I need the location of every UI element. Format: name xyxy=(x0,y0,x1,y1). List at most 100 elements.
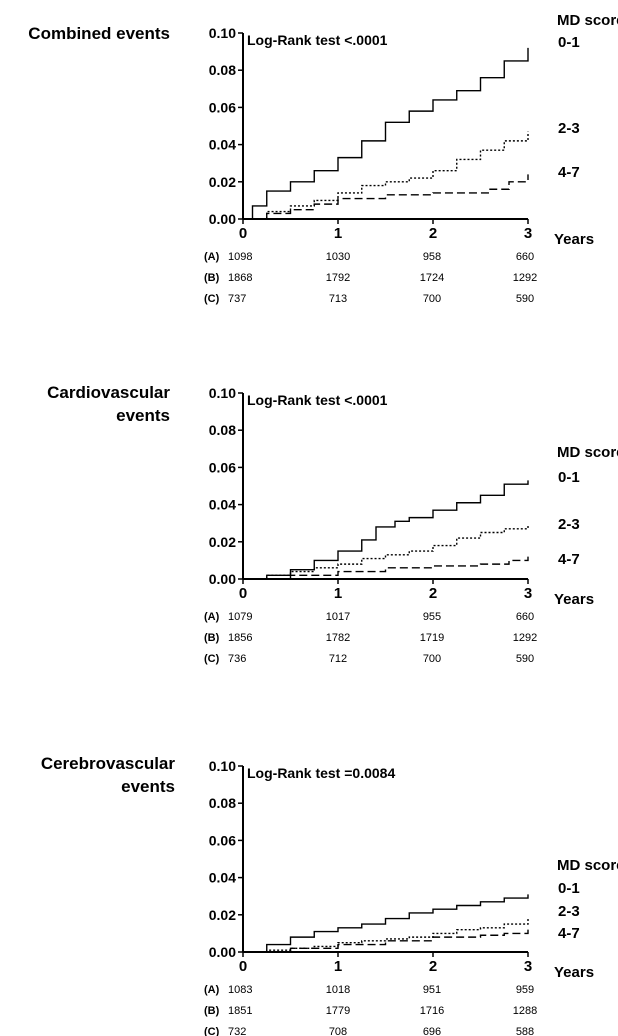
risk-group-label: (A) xyxy=(204,251,220,263)
legend-title: MD score xyxy=(557,444,618,461)
series-line-0-1 xyxy=(243,894,529,953)
risk-value: 1851 xyxy=(228,1005,252,1017)
series-line-4-7 xyxy=(243,174,529,220)
risk-value: 955 xyxy=(423,611,441,623)
risk-value: 1792 xyxy=(326,272,350,284)
x-tick-label: 0 xyxy=(239,225,247,242)
risk-value: 1724 xyxy=(420,272,444,284)
x-axis-label: Years xyxy=(554,964,594,981)
series-line-0-1 xyxy=(243,480,529,580)
log-rank-annotation: Log-Rank test =0.0084 xyxy=(247,765,395,781)
risk-value: 1292 xyxy=(513,632,537,644)
y-tick-label: 0.04 xyxy=(209,497,236,513)
y-tick-label: 0.00 xyxy=(209,571,236,587)
x-axis-label: Years xyxy=(554,231,594,248)
y-tick-label: 0.10 xyxy=(209,25,236,41)
legend-title: MD score xyxy=(557,12,618,29)
series-line-2-3 xyxy=(243,525,529,580)
risk-value: 737 xyxy=(228,293,246,305)
y-tick-label: 0.10 xyxy=(209,758,236,774)
risk-group-label: (B) xyxy=(204,272,220,284)
series-line-2-3 xyxy=(243,131,529,220)
risk-group-label: (A) xyxy=(204,984,220,996)
x-tick-label: 1 xyxy=(334,958,342,975)
x-axis-label: Years xyxy=(554,591,594,608)
panel-1: Combined events 0.00 0.02 0.04 0.06 0.08 0.10 0… xyxy=(28,12,618,305)
risk-value: 588 xyxy=(516,1026,534,1036)
risk-value: 951 xyxy=(423,984,441,996)
risk-value: 1779 xyxy=(326,1005,350,1017)
panel-title-line: events xyxy=(116,406,170,425)
risk-value: 1716 xyxy=(420,1005,444,1017)
risk-value: 732 xyxy=(228,1026,246,1036)
y-tick-label: 0.02 xyxy=(209,907,236,923)
x-tick-label: 2 xyxy=(429,958,437,975)
legend-entry-0-1: 0-1 xyxy=(558,34,580,51)
panel-3: Cerebrovascular events 0.00 0.02 0.04 0.06 0.0… xyxy=(41,754,618,1036)
panel-title-line: Cardiovascular xyxy=(47,383,170,402)
series-line-4-7 xyxy=(243,556,529,580)
legend-entry-0-1: 0-1 xyxy=(558,469,580,486)
series-line-2-3 xyxy=(243,918,529,953)
y-tick-label: 0.02 xyxy=(209,534,236,550)
y-tick-label: 0.00 xyxy=(209,211,236,227)
risk-value: 1017 xyxy=(326,611,350,623)
risk-value: 700 xyxy=(423,653,441,665)
y-tick-label: 0.08 xyxy=(209,795,236,811)
risk-value: 1292 xyxy=(513,272,537,284)
legend-entry-2-3: 2-3 xyxy=(558,516,580,533)
risk-value: 1719 xyxy=(420,632,444,644)
x-tick-label: 1 xyxy=(334,585,342,602)
risk-group-label: (B) xyxy=(204,632,220,644)
x-tick-label: 3 xyxy=(524,225,532,242)
legend-entry-4-7: 4-7 xyxy=(558,925,580,942)
legend-entry-4-7: 4-7 xyxy=(558,164,580,181)
risk-value: 712 xyxy=(329,653,347,665)
log-rank-annotation: Log-Rank test <.0001 xyxy=(247,32,388,48)
risk-value: 700 xyxy=(423,293,441,305)
panel-title-line: events xyxy=(121,777,175,796)
legend-title: MD score xyxy=(557,857,618,874)
risk-value: 1868 xyxy=(228,272,252,284)
y-tick-label: 0.06 xyxy=(209,99,236,115)
risk-value: 590 xyxy=(516,293,534,305)
risk-value: 1030 xyxy=(326,251,350,263)
panel-2: Cardiovascular events 0.00 0.02 0.04 0.06 0.08… xyxy=(47,383,618,665)
y-tick-label: 0.04 xyxy=(209,137,236,153)
risk-value: 1079 xyxy=(228,611,252,623)
risk-value: 660 xyxy=(516,251,534,263)
risk-value: 660 xyxy=(516,611,534,623)
y-tick-label: 0.06 xyxy=(209,459,236,475)
risk-value: 1782 xyxy=(326,632,350,644)
legend-entry-4-7: 4-7 xyxy=(558,551,580,568)
y-tick-label: 0.02 xyxy=(209,174,236,190)
risk-group-label: (A) xyxy=(204,611,220,623)
risk-value: 959 xyxy=(516,984,534,996)
risk-group-label: (B) xyxy=(204,1005,220,1017)
x-tick-label: 0 xyxy=(239,958,247,975)
risk-value: 590 xyxy=(516,653,534,665)
x-tick-label: 3 xyxy=(524,958,532,975)
risk-value: 1018 xyxy=(326,984,350,996)
risk-value: 1098 xyxy=(228,251,252,263)
risk-group-label: (C) xyxy=(204,653,220,665)
panel-title: Combined events xyxy=(28,24,170,43)
x-tick-label: 2 xyxy=(429,585,437,602)
y-tick-label: 0.08 xyxy=(209,422,236,438)
risk-group-label: (C) xyxy=(204,293,220,305)
risk-value: 958 xyxy=(423,251,441,263)
y-tick-label: 0.10 xyxy=(209,385,236,401)
risk-group-label: (C) xyxy=(204,1026,220,1036)
log-rank-annotation: Log-Rank test <.0001 xyxy=(247,392,388,408)
legend-entry-2-3: 2-3 xyxy=(558,903,580,920)
y-tick-label: 0.00 xyxy=(209,944,236,960)
risk-value: 736 xyxy=(228,653,246,665)
x-tick-label: 2 xyxy=(429,225,437,242)
risk-value: 1856 xyxy=(228,632,252,644)
series-line-4-7 xyxy=(243,929,529,953)
panel-title-line: Cerebrovascular xyxy=(41,754,176,773)
risk-value: 696 xyxy=(423,1026,441,1036)
x-tick-label: 0 xyxy=(239,585,247,602)
risk-value: 708 xyxy=(329,1026,347,1036)
y-tick-label: 0.08 xyxy=(209,62,236,78)
